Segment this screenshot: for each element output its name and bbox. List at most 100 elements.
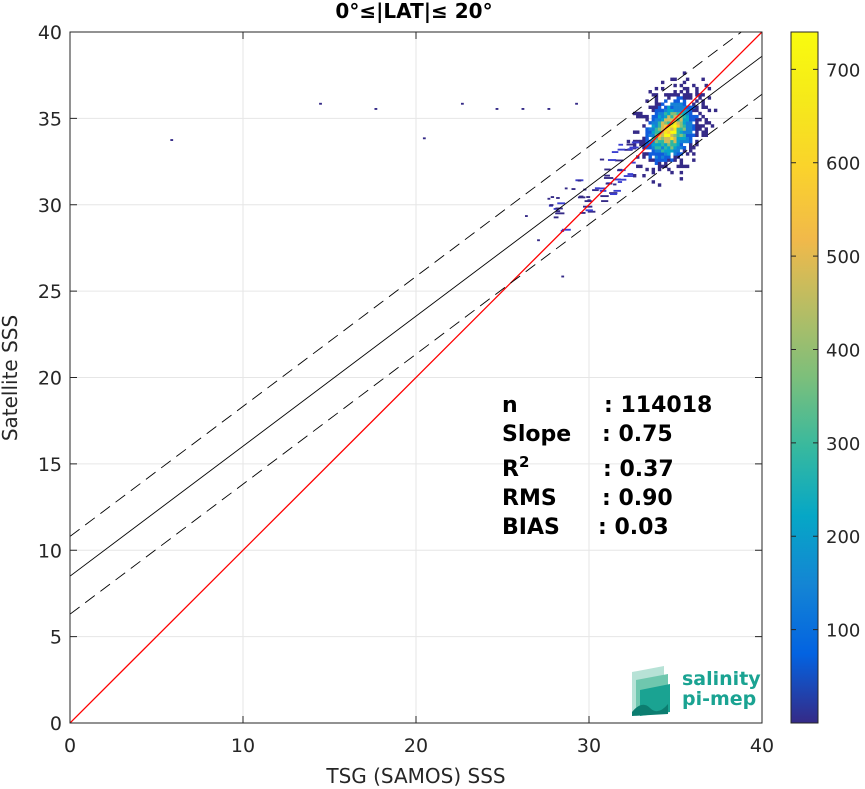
density-cell bbox=[645, 99, 649, 103]
density-cell bbox=[648, 158, 652, 162]
density-cell bbox=[707, 96, 712, 100]
density-cell bbox=[698, 111, 702, 116]
density-cell bbox=[667, 96, 671, 100]
density-cell bbox=[654, 93, 659, 97]
stats-box: n: 114018 Slope: 0.75 R2: 0.37 RMS: 0.90 BIA… bbox=[502, 393, 712, 540]
density-cell bbox=[698, 93, 702, 97]
density-cell bbox=[685, 130, 690, 134]
density-cell bbox=[692, 118, 696, 122]
density-cell bbox=[667, 130, 671, 134]
density-cell bbox=[688, 149, 693, 153]
density-cell bbox=[642, 174, 646, 178]
density-cell bbox=[654, 114, 659, 119]
density-cell bbox=[676, 152, 680, 156]
density-cell bbox=[673, 83, 677, 88]
density-cell bbox=[648, 152, 652, 156]
density-cell bbox=[688, 130, 693, 134]
density-cell bbox=[657, 102, 662, 106]
density-cell bbox=[676, 142, 680, 147]
density-cell bbox=[673, 155, 677, 159]
density-cell bbox=[685, 124, 690, 128]
density-cell bbox=[676, 93, 680, 97]
density-cell bbox=[651, 121, 656, 125]
density-cell bbox=[692, 108, 696, 113]
density-cell bbox=[664, 114, 668, 119]
density-cell bbox=[692, 158, 696, 162]
density-cell bbox=[654, 142, 659, 147]
y-tick-label: 35 bbox=[38, 108, 62, 130]
density-cell bbox=[685, 90, 690, 94]
density-cell bbox=[664, 155, 668, 159]
density-cell bbox=[657, 167, 662, 172]
outlier-point bbox=[495, 108, 499, 110]
density-cell bbox=[651, 167, 656, 172]
density-cell bbox=[670, 142, 674, 147]
outlier-point bbox=[547, 108, 551, 110]
density-cell bbox=[670, 124, 674, 128]
density-cell bbox=[679, 158, 684, 162]
density-cell bbox=[704, 83, 708, 88]
density-cell bbox=[607, 159, 617, 161]
density-cell bbox=[673, 146, 677, 150]
density-cell bbox=[660, 121, 665, 125]
density-cell bbox=[670, 139, 674, 144]
density-cell bbox=[561, 228, 571, 231]
density-cell bbox=[609, 193, 618, 196]
density-cell bbox=[698, 118, 702, 122]
density-cell bbox=[613, 189, 621, 192]
density-cell bbox=[695, 90, 699, 94]
density-cell bbox=[654, 99, 659, 103]
density-cell bbox=[660, 124, 665, 128]
density-cell bbox=[594, 187, 600, 190]
density-cell bbox=[679, 133, 684, 137]
density-cell bbox=[701, 99, 705, 103]
density-cell bbox=[609, 192, 618, 195]
y-tick-label: 40 bbox=[38, 22, 62, 44]
density-cell bbox=[651, 93, 656, 97]
density-cell bbox=[619, 169, 626, 172]
density-cell bbox=[673, 130, 677, 134]
density-cell bbox=[642, 152, 646, 156]
density-cell bbox=[657, 121, 662, 125]
density-cell bbox=[617, 148, 626, 151]
density-cell bbox=[679, 105, 684, 110]
density-cell bbox=[688, 142, 693, 147]
colorbar-tick-label: 100 bbox=[826, 621, 860, 642]
density-cell bbox=[550, 196, 555, 198]
density-cell bbox=[654, 127, 659, 131]
density-cell bbox=[670, 136, 674, 141]
density-cell bbox=[623, 175, 634, 177]
density-cell bbox=[657, 136, 662, 141]
density-cell bbox=[645, 152, 649, 156]
density-cell bbox=[660, 111, 665, 116]
density-cell bbox=[664, 146, 668, 150]
lower-bound-line bbox=[70, 93, 762, 615]
density-cell bbox=[660, 152, 665, 156]
density-cell bbox=[549, 204, 554, 206]
density-cell bbox=[676, 114, 680, 119]
density-cell bbox=[654, 161, 659, 165]
density-cell bbox=[695, 86, 699, 91]
density-cell bbox=[648, 133, 652, 137]
density-cell bbox=[707, 86, 712, 91]
density-cell bbox=[664, 118, 668, 122]
outlier-point bbox=[564, 187, 568, 190]
density-cell bbox=[676, 108, 680, 113]
density-cell bbox=[682, 136, 687, 141]
density-cell bbox=[692, 83, 696, 88]
logo: salinity pi-mep bbox=[632, 666, 761, 716]
density-cell bbox=[676, 111, 680, 116]
density-cell bbox=[667, 139, 671, 144]
density-cell bbox=[667, 111, 671, 116]
density-cell bbox=[701, 77, 705, 82]
density-cell bbox=[688, 105, 693, 110]
density-cell bbox=[664, 139, 668, 144]
density-cell bbox=[657, 183, 662, 187]
density-cell bbox=[636, 130, 640, 134]
density-cell bbox=[682, 96, 687, 100]
y-tick-label: 5 bbox=[50, 627, 62, 649]
stat-value: : 0.75 bbox=[602, 422, 673, 447]
density-cell bbox=[629, 146, 639, 149]
colorbar-tick-label: 600 bbox=[826, 154, 860, 175]
density-cell bbox=[654, 96, 659, 100]
